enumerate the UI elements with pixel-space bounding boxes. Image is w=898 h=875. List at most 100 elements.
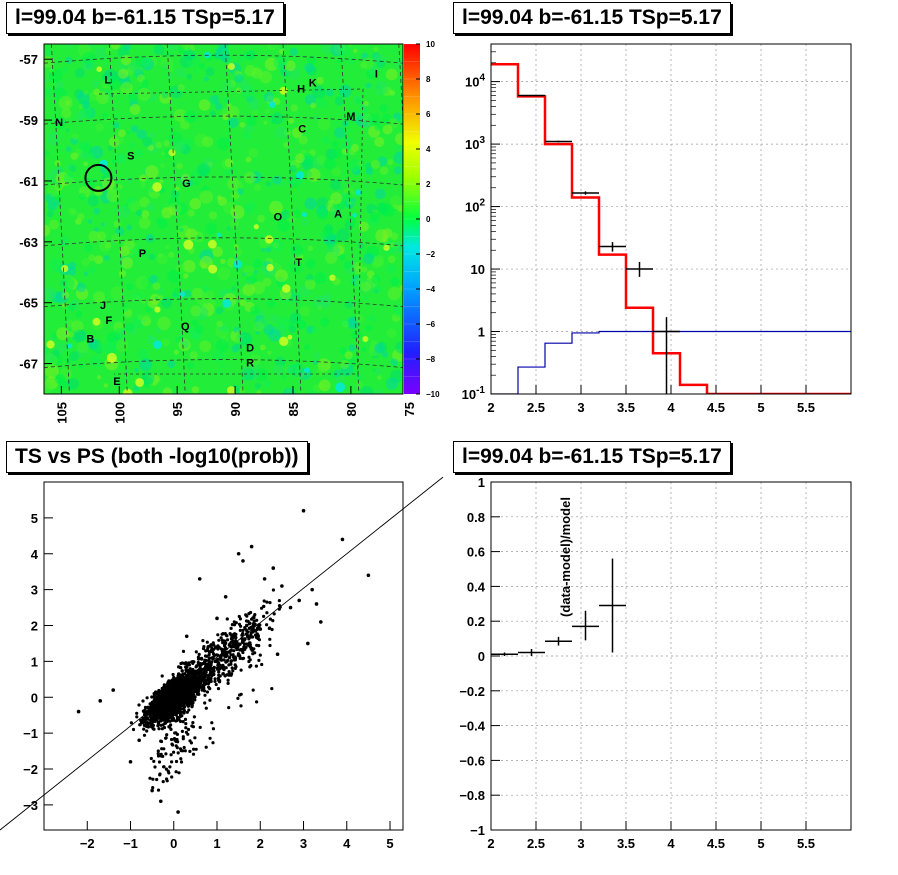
skymap-hotspot (268, 101, 276, 108)
skymap-hotspot (92, 317, 101, 326)
scatter-point (177, 665, 181, 669)
skymap-texture (164, 244, 170, 250)
scatter-point (149, 704, 153, 708)
skymap-texture (356, 112, 362, 117)
scatter-point (111, 688, 116, 692)
residual-y-tick-label: 0.6 (467, 545, 485, 560)
skymap-texture (233, 244, 239, 249)
skymap-texture (46, 132, 60, 146)
scatter-point (182, 701, 186, 705)
skymap-texture (174, 186, 180, 192)
scatter-point (186, 693, 190, 697)
skymap-texture (374, 136, 385, 147)
scatter-point (167, 683, 171, 688)
skymap-texture (259, 70, 272, 84)
scatter-point (170, 742, 174, 746)
skymap-texture (107, 145, 114, 152)
scatter-point (173, 707, 177, 711)
spectrum-y-tick-label: 10-1 (462, 385, 486, 402)
scatter-point (205, 640, 209, 644)
skymap-texture (376, 375, 382, 380)
scatter-point (255, 643, 259, 647)
skymap-texture (277, 219, 290, 232)
residual-x-tick-label: 3.5 (617, 836, 635, 851)
scatter-diagonal-line (0, 476, 444, 831)
skymap-texture (65, 56, 73, 64)
skymap-texture (140, 182, 146, 188)
scatter-point (288, 605, 293, 610)
skymap-texture (141, 371, 155, 385)
colorbar-tick-label: 2 (426, 180, 431, 189)
scatter-point (155, 691, 159, 695)
skymap-texture (167, 269, 181, 283)
scatter-point (231, 669, 235, 673)
skymap-texture (338, 84, 352, 98)
skymap-cell-label: L (104, 75, 111, 87)
scatter-x-tick-label: −2 (80, 836, 95, 851)
skymap-texture (120, 303, 129, 312)
scatter-x-tick-label: 2 (257, 836, 264, 851)
spectrum-title: l=99.04 b=-61.15 TSp=5.17 (453, 2, 731, 34)
skymap-texture (198, 62, 206, 70)
skymap-texture (393, 151, 403, 165)
scatter-plot-area (76, 508, 371, 814)
skymap-texture (161, 207, 173, 219)
spectrum-plot-area (491, 62, 851, 394)
skymap-texture (113, 134, 124, 146)
skymap-texture (358, 221, 369, 232)
scatter-point (146, 706, 150, 710)
skymap-texture (149, 93, 157, 102)
skymap-texture (263, 92, 275, 103)
scatter-point (178, 714, 182, 719)
spectrum-x-tick-label: 3 (577, 400, 584, 415)
skymap-texture (239, 331, 253, 346)
skymap-texture (375, 388, 384, 394)
skymap-texture (386, 328, 397, 338)
skymap-texture (116, 339, 129, 352)
scatter-point (183, 672, 187, 676)
skymap-texture (277, 316, 291, 330)
skymap-texture (65, 128, 70, 133)
skymap-texture (360, 386, 374, 394)
skymap-texture (189, 351, 198, 360)
scatter-point (214, 653, 219, 657)
skymap-texture (118, 205, 131, 218)
skymap-texture (157, 316, 171, 331)
scatter-point (187, 708, 191, 712)
scatter-panel: −2 −1 0 1 2 3 4 5 5 4 3 2 1 0 −1 −2 −3 (0, 476, 444, 851)
skymap-texture (44, 381, 53, 394)
skymap-texture (79, 141, 91, 153)
skymap-texture (238, 79, 251, 93)
residual-y-tick-label: −0.8 (459, 788, 485, 803)
skymap-texture (175, 67, 186, 78)
skymap-texture (348, 344, 356, 352)
scatter-point (256, 634, 260, 638)
skymap-texture (316, 97, 328, 108)
skymap-texture (81, 100, 91, 109)
scatter-point (164, 705, 168, 709)
skymap-texture (71, 320, 84, 333)
scatter-point (241, 628, 245, 633)
scatter-point (157, 709, 161, 713)
scatter-point (171, 684, 175, 688)
skymap-texture (180, 173, 190, 183)
skymap-texture (254, 382, 261, 389)
scatter-point (179, 661, 183, 666)
scatter-point (171, 704, 175, 708)
scatter-point (248, 635, 253, 639)
skymap-cell-label: Q (181, 321, 190, 333)
skymap-texture (217, 196, 227, 206)
scatter-frame (43, 481, 404, 831)
skymap-texture (152, 282, 161, 291)
skymap-texture (205, 67, 215, 77)
scatter-point (192, 715, 196, 719)
scatter-y-tick-label: 4 (31, 547, 39, 562)
skymap-texture (131, 246, 141, 256)
skymap-texture (275, 356, 286, 367)
scatter-point (168, 765, 172, 769)
residual-y-tick-label: −0.2 (459, 684, 485, 699)
skymap-hotspot (61, 265, 69, 273)
skymap-texture (168, 51, 174, 57)
scatter-point (268, 601, 272, 605)
skymap-texture (312, 85, 326, 99)
